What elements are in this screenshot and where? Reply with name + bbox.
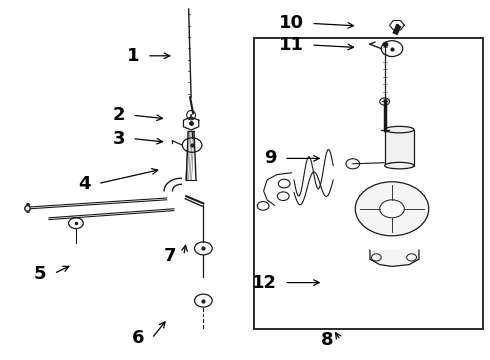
Bar [385,130,414,166]
Text: 11: 11 [279,36,304,54]
Circle shape [195,294,212,307]
Text: 1: 1 [127,47,140,65]
Polygon shape [390,21,404,30]
Circle shape [346,159,360,169]
Ellipse shape [385,126,414,133]
Text: 9: 9 [264,149,277,167]
Circle shape [182,138,202,152]
Circle shape [380,200,404,218]
Circle shape [277,192,289,201]
Circle shape [257,202,269,210]
Bar [254,38,483,329]
Text: 8: 8 [320,331,333,349]
Polygon shape [370,250,419,266]
Text: 5: 5 [34,265,47,283]
Circle shape [380,98,390,105]
Circle shape [195,242,212,255]
Text: 6: 6 [132,329,145,347]
Text: 4: 4 [78,175,91,193]
Ellipse shape [385,162,414,169]
Text: 12: 12 [252,274,277,292]
Circle shape [355,182,429,236]
Text: 10: 10 [279,14,304,32]
Circle shape [69,218,83,229]
Polygon shape [183,117,199,130]
Text: 3: 3 [112,130,125,148]
Text: 2: 2 [112,106,125,124]
Circle shape [278,179,290,188]
Circle shape [381,41,403,57]
Circle shape [371,254,381,261]
Text: 7: 7 [164,247,176,265]
Circle shape [407,254,416,261]
